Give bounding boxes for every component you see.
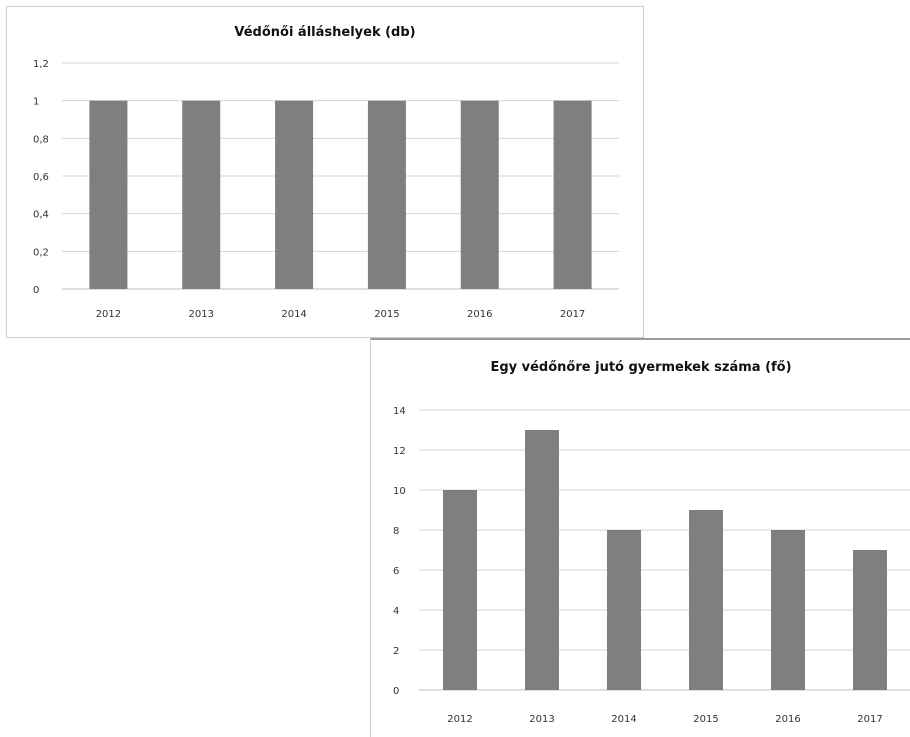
bar-2014: [275, 100, 314, 290]
bar-2017: [553, 100, 592, 290]
bar-2015: [367, 100, 406, 290]
bar-2012: [443, 490, 477, 690]
x-tick-label: 2014: [281, 309, 306, 320]
chart-title: Egy védőnőre jutó gyermekek száma (fő): [490, 360, 792, 375]
x-tick-label: 2016: [775, 714, 800, 725]
x-tick-label: 2017: [560, 309, 585, 320]
x-tick-label: 2013: [529, 714, 554, 725]
x-tick-label: 2015: [693, 714, 718, 725]
bar-2013: [182, 100, 221, 290]
x-tick-label: 2012: [96, 309, 121, 320]
y-tick-label: 8: [393, 526, 399, 537]
x-tick-label: 2012: [447, 714, 472, 725]
y-tick-label: 1: [33, 97, 39, 108]
y-tick-label: 12: [393, 446, 406, 457]
y-tick-label: 2: [393, 646, 399, 657]
x-tick-label: 2017: [857, 714, 882, 725]
y-tick-label: 14: [393, 406, 406, 417]
bar-2015: [689, 510, 723, 690]
bar-2016: [771, 530, 805, 690]
y-tick-label: 6: [393, 566, 399, 577]
bar-2017: [853, 550, 887, 690]
bar-2014: [607, 530, 641, 690]
y-tick-label: 0,6: [33, 172, 49, 183]
y-tick-label: 4: [393, 606, 399, 617]
chart-panel-children-per-nurse: Egy védőnőre jutó gyermekek száma (fő) 0…: [370, 338, 910, 737]
y-tick-label: 0,2: [33, 247, 49, 258]
y-tick-label: 10: [393, 486, 406, 497]
y-tick-label: 0: [33, 285, 39, 296]
y-tick-label: 0: [393, 686, 399, 697]
y-tick-label: 1,2: [33, 59, 49, 70]
chart-panel-staff-positions: Védőnői álláshelyek (db) 0 0,2 0,4 0,6 0,8 1 1…: [6, 6, 644, 338]
bar-chart-children-per-nurse: 0 2 4 6 8 10 12 14 2012 2013 2014 2015 2016 2017: [393, 406, 910, 725]
bar-2013: [525, 430, 559, 690]
y-tick-label: 0,4: [33, 210, 49, 221]
bar-chart-staff-positions: 0 0,2 0,4 0,6 0,8 1 1,2 2012 2013 2014 2015 2016 201…: [33, 59, 619, 320]
x-tick-label: 2013: [189, 309, 214, 320]
x-tick-label: 2015: [374, 309, 399, 320]
bar-2012: [89, 100, 128, 290]
x-tick-label: 2014: [611, 714, 636, 725]
x-tick-label: 2016: [467, 309, 492, 320]
chart-title: Védőnői álláshelyek (db): [234, 25, 416, 40]
y-tick-label: 0,8: [33, 134, 49, 145]
bar-2016: [460, 100, 499, 290]
